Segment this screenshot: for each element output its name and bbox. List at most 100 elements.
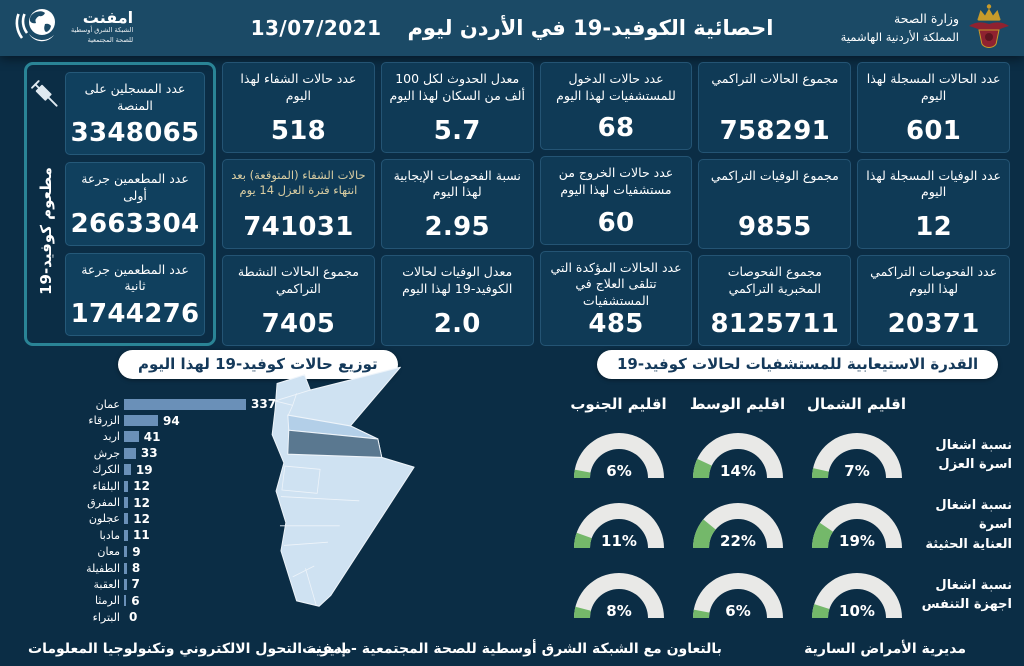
bar-value: 0: [129, 610, 138, 625]
footer-collaboration: بالتعاون مع الشبكة الشرق أوسطية للصحة ال…: [302, 641, 722, 657]
bar: [124, 595, 127, 607]
bar-row: معان 9: [20, 544, 295, 560]
bar-category-label: عجلون: [88, 512, 120, 526]
stat-value: 20371: [887, 309, 980, 340]
gauge-value: 7%: [844, 462, 869, 480]
stat-card: حالات الشفاء (المتوقعة) بعد انتهاء فترة …: [222, 158, 375, 250]
bar-category-label: البتراء: [92, 610, 120, 624]
map-region-highlighted: [287, 429, 383, 458]
stat-value: 741031: [243, 212, 354, 243]
stat-label: عدد الحالات المؤكدة التي تتلقى العلاج في…: [550, 259, 682, 308]
gauge-chart: 7%: [811, 433, 902, 480]
stat-label: حالات الشفاء (المتوقعة) بعد انتهاء فترة …: [231, 167, 366, 197]
bar-row: الزرقاء 94: [20, 412, 295, 428]
stat-card: مجموع الفحوصات المخبرية التراكمي 8125711: [698, 255, 852, 347]
bar-category-label: الكرك: [92, 463, 120, 477]
bar-row: البلقاء 12: [20, 478, 295, 494]
stats-column-4: معدل الحدوث لكل 100 ألف من السكان لهذا ا…: [380, 62, 534, 347]
stat-card: مجموع الوفيات التراكمي 9855: [698, 158, 852, 250]
gauge-chart: 19%: [811, 503, 902, 550]
bar-category-label: الطفيلة: [86, 561, 120, 575]
gauge-value: 6%: [725, 602, 750, 620]
bar-row: عجلون 12: [20, 511, 295, 527]
stats-section: عدد الحالات المسجلة لهذا اليوم 601 عدد الو…: [24, 62, 1010, 347]
map-border-line: [305, 568, 317, 606]
gauge-chart: 22%: [692, 503, 783, 550]
bar-value: 12: [133, 479, 150, 494]
map-border-line: [274, 389, 311, 402]
bar-value: 12: [133, 495, 150, 510]
stat-value: 5.7: [433, 115, 481, 146]
stat-label: عدد المطعمين جرعة أولى: [81, 171, 189, 203]
emphnet-subtitle-2: للصحة المجتمعية: [87, 36, 134, 44]
capacity-title: القدرة الاستيعابية للمستشفيات لحالات كوف…: [617, 355, 979, 373]
bar: [124, 398, 246, 410]
gauge-cell: 10%: [797, 560, 916, 630]
stat-card: معدل الحدوث لكل 100 ألف من السكان لهذا ا…: [380, 62, 534, 153]
bar-row: الرمثا 6: [20, 593, 295, 609]
gauge-row-label: نسبة اشغال اسرة العزل: [935, 437, 1012, 473]
distribution-title: توزيع حالات كوفيد-19 لهذا اليوم: [138, 355, 378, 373]
gauge-value: 19%: [839, 532, 875, 550]
emphnet-subtitle-1: الشبكة الشرق أوسطية: [71, 26, 134, 35]
bar-category-label: عمان: [95, 397, 120, 411]
stat-value: 2663304: [70, 208, 200, 239]
bar-category-label: مادبا: [99, 528, 120, 542]
stat-label: عدد المطعمين جرعة ثانية: [81, 261, 189, 294]
bar-value: 337: [251, 397, 277, 412]
stat-label: عدد الوفيات المسجلة لهذا اليوم: [866, 167, 1001, 200]
jordan-map: [271, 366, 415, 607]
bar-category-label: البلقاء: [92, 479, 120, 493]
kingdom-name: المملكة الأردنية الهاشمية: [840, 29, 959, 44]
bar-row: البتراء 0: [20, 609, 295, 625]
stat-card: مجموع الحالات النشطة التراكمي 7405: [222, 255, 375, 347]
distribution-title-pill: توزيع حالات كوفيد-19 لهذا اليوم: [118, 350, 398, 379]
bar-value: 7: [131, 577, 140, 592]
bar-value: 41: [143, 429, 161, 444]
footer-digital-transformation: مديرية التحول الالكتروني وتكنولوجيا المع…: [28, 641, 352, 657]
stat-label: عدد حالات الخروج من مستشفيات لهذا اليوم: [558, 165, 674, 197]
gauge-cell: 19%: [797, 490, 916, 560]
gauge-grid: اقليم الشمال اقليم الوسط اقليم الجنوب نسبة …: [559, 388, 1012, 630]
stat-label: معدل الوفيات لحالات الكوفيد-19 لهذا اليو…: [402, 264, 513, 296]
stat-card: مجموع الحالات التراكمي 758291: [698, 62, 852, 153]
bar-chart: عمان 337 الزرقاء 94 اربد 41 جرش 33 الكرك 19 البلقا…: [20, 396, 295, 625]
bar-value: 33: [140, 446, 158, 461]
gauge-row-label: نسبة اشغال اجهزة التنفس: [921, 577, 1012, 613]
gauge-value: 14%: [720, 462, 756, 480]
gauge-value: 8%: [606, 602, 631, 620]
gauge-value: 6%: [606, 462, 631, 480]
bar-row: جرش 33: [20, 445, 295, 461]
vaccination-box: عدد المسجلين على المنصة 3348065 عدد المطعم…: [24, 62, 216, 346]
stat-value: 1744276: [70, 298, 200, 329]
ministry-text: وزارة الصحة المملكة الأردنية الهاشمية: [841, 10, 959, 46]
gauge-cell: 11%: [559, 490, 678, 560]
stat-value: 12: [915, 212, 952, 243]
bar-category-label: الرمثا: [94, 594, 120, 608]
bar-row: عمان 337: [20, 396, 295, 412]
bar: [124, 431, 139, 443]
stat-label: مجموع الحالات التراكمي: [711, 71, 839, 86]
gauge-cell: 6%: [678, 560, 797, 630]
stat-value: 2.0: [433, 309, 481, 340]
stat-card: عدد الحالات المسجلة لهذا اليوم 601: [857, 62, 1010, 153]
stat-card: عدد الوفيات المسجلة لهذا اليوم 12: [857, 158, 1010, 250]
stat-label: عدد حالات الشفاء لهذا اليوم: [240, 71, 357, 103]
gauge-chart: 10%: [811, 573, 902, 620]
stat-value: 758291: [719, 115, 830, 146]
stat-label: مجموع الوفيات التراكمي: [710, 167, 839, 183]
ministry-logo: وزارة الصحة المملكة الأردنية الهاشمية: [841, 3, 1012, 53]
stat-label: عدد الحالات المسجلة لهذا اليوم: [866, 71, 1001, 103]
gauge-row-label: نسبة اشغال اسرة العناية الحثيثة: [925, 497, 1012, 552]
stats-column-2: مجموع الحالات التراكمي 758291 مجموع الوفيا…: [698, 62, 852, 347]
page-title: احصائية الكوفيد-19 في الأردن ليوم: [407, 16, 774, 40]
stat-columns: عدد الحالات المسجلة لهذا اليوم 601 عدد الو…: [222, 62, 1010, 347]
stats-column-5: عدد حالات الشفاء لهذا اليوم 518 حالات الشف…: [222, 62, 375, 347]
bar: [124, 480, 129, 492]
bar-value: 8: [131, 561, 141, 576]
stat-card: معدل الوفيات لحالات الكوفيد-19 لهذا اليو…: [380, 255, 534, 347]
vaccination-side-label: مطعوم كوفيد-19: [37, 167, 55, 295]
report-date: 13/07/2021: [250, 16, 382, 40]
map-border-line: [292, 393, 297, 406]
map-border-line: [292, 565, 315, 578]
